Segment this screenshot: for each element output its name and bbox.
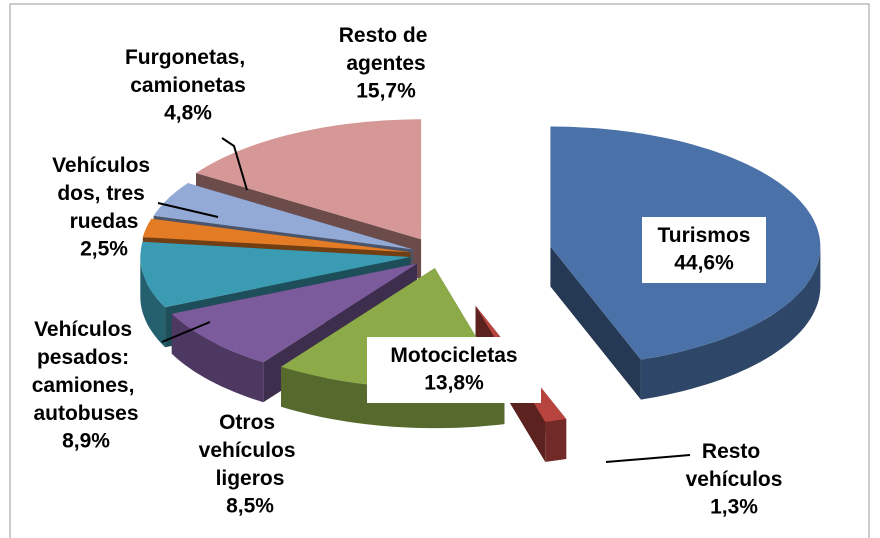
slice <box>196 119 422 240</box>
category-label: Otros vehículos ligeros <box>199 411 302 490</box>
value-label: 4,8% <box>164 102 212 125</box>
slice-side <box>545 419 567 462</box>
slice-side <box>140 257 166 348</box>
label-box <box>642 217 766 283</box>
slice <box>171 263 417 363</box>
category-label: Motocicletas <box>390 344 517 367</box>
labels: Turismos 44,6% Resto vehículos 1,3% Motocicl… <box>32 24 783 519</box>
slice-side <box>550 246 641 400</box>
value-label: 2,5% <box>80 238 128 261</box>
slice-side <box>640 246 821 400</box>
category-label: Turismos <box>658 224 751 247</box>
value-label: 8,5% <box>226 495 274 518</box>
category-label: Vehículos dos, tres ruedas <box>52 154 156 233</box>
value-label: 13,8% <box>424 372 484 395</box>
value-label: 44,6% <box>674 252 734 275</box>
leader-line <box>221 137 248 191</box>
value-label: 8,9% <box>62 430 110 453</box>
value-label: 1,3% <box>710 496 758 519</box>
leaders <box>157 137 691 463</box>
value-label: 15,7% <box>356 80 416 103</box>
label-box <box>367 337 541 403</box>
slice <box>142 218 411 253</box>
leader-line <box>157 202 219 218</box>
leader-line <box>605 454 691 463</box>
category-label: Resto vehículos <box>686 440 783 491</box>
category-label: Furgonetas, camionetas <box>125 46 251 97</box>
frame <box>9 3 870 538</box>
slice <box>153 183 413 250</box>
slice-side <box>171 313 264 403</box>
category-label: Resto de agentes <box>339 24 434 75</box>
slice <box>140 241 411 308</box>
category-label: Vehículos pesados: camiones, autobuses <box>32 318 141 425</box>
leader-line <box>161 321 211 343</box>
